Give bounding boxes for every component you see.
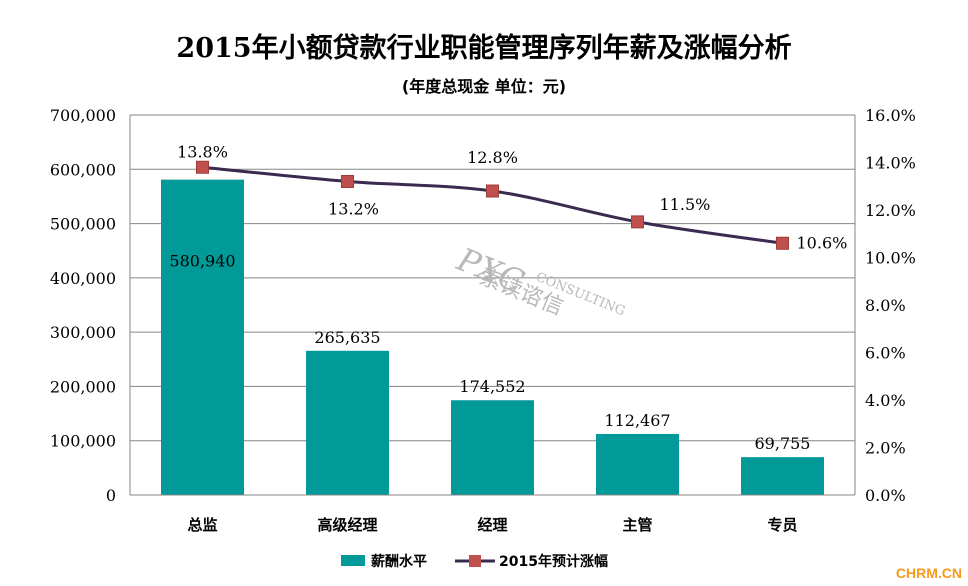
right-tick-label: 14.0% (865, 154, 916, 173)
line-series (196, 160, 789, 250)
legend-swatch-bar (341, 555, 365, 566)
left-tick-label: 700,000 (50, 106, 116, 125)
right-tick-label: 8.0% (865, 296, 906, 315)
left-tick-label: 500,000 (50, 215, 116, 234)
legend-swatch-marker (469, 555, 481, 567)
legend-label-bar: 薪酬水平 (371, 553, 427, 570)
line-data-label: 11.5% (660, 195, 711, 214)
line-marker (776, 236, 789, 250)
bar-series (161, 179, 824, 495)
right-tick-label: 6.0% (865, 344, 906, 363)
line-data-labels: 13.8% 13.2% 12.8% 11.5% 10.6% (177, 142, 847, 252)
bar-data-label: 69,755 (755, 434, 811, 453)
gridlines (130, 114, 855, 496)
category-labels: 总监 高级经理 经理 主管 专员 (187, 516, 797, 534)
left-tick-label: 400,000 (50, 269, 116, 288)
left-tick-label: 300,000 (50, 323, 116, 342)
category-label: 经理 (477, 516, 507, 534)
line-data-label: 13.2% (328, 200, 379, 219)
bar-data-label: 174,552 (459, 377, 525, 396)
axes (129, 115, 856, 496)
right-tick-label: 4.0% (865, 391, 906, 410)
left-tick-label: 100,000 (50, 432, 116, 451)
bar-data-label: 112,467 (604, 411, 670, 430)
right-tick-label: 10.0% (865, 249, 916, 268)
left-axis-ticks: 0 100,000 200,000 300,000 400,000 500,000 600,… (50, 106, 116, 505)
chart-title: 2015年小额贷款行业职能管理序列年薪及涨幅分析 (176, 32, 791, 64)
chart-subtitle: (年度总现金 单位：元) (402, 77, 566, 96)
bar-data-label: 265,635 (314, 328, 380, 347)
bar (451, 400, 534, 495)
bar (741, 457, 824, 495)
watermark: PXC CONSULTING 索读谘信 (451, 240, 627, 321)
left-tick-label: 600,000 (50, 160, 116, 179)
line-marker (196, 160, 209, 174)
right-tick-label: 0.0% (865, 486, 906, 505)
category-label: 专员 (767, 516, 797, 534)
legend: 薪酬水平 2015年预计涨幅 (341, 553, 608, 570)
line-data-label: 10.6% (797, 233, 848, 252)
bar (161, 179, 244, 495)
category-label: 高级经理 (317, 516, 377, 534)
right-tick-label: 12.0% (865, 201, 916, 220)
line-marker (341, 175, 354, 188)
left-tick-label: 200,000 (50, 377, 116, 396)
line-marker (486, 184, 499, 198)
category-label: 总监 (187, 516, 217, 534)
right-tick-label: 2.0% (865, 439, 906, 458)
right-axis-ticks: 0.0% 2.0% 4.0% 6.0% 8.0% 10.0% 12.0% 14.0% 16.0% (865, 106, 916, 505)
legend-label-line: 2015年预计涨幅 (499, 553, 608, 570)
line-marker (631, 215, 644, 229)
footer-logo: CHRM.CN (896, 565, 962, 581)
bar (596, 433, 679, 495)
bar-data-labels: 580,940 265,635 174,552 112,467 69,755 (169, 252, 810, 454)
category-label: 主管 (622, 516, 652, 534)
line-data-label: 12.8% (467, 148, 518, 167)
line-data-label: 13.8% (177, 142, 228, 161)
right-tick-label: 16.0% (865, 106, 916, 125)
bar (306, 350, 389, 495)
bar-data-label: 580,940 (169, 252, 235, 271)
left-tick-label: 0 (106, 486, 116, 505)
